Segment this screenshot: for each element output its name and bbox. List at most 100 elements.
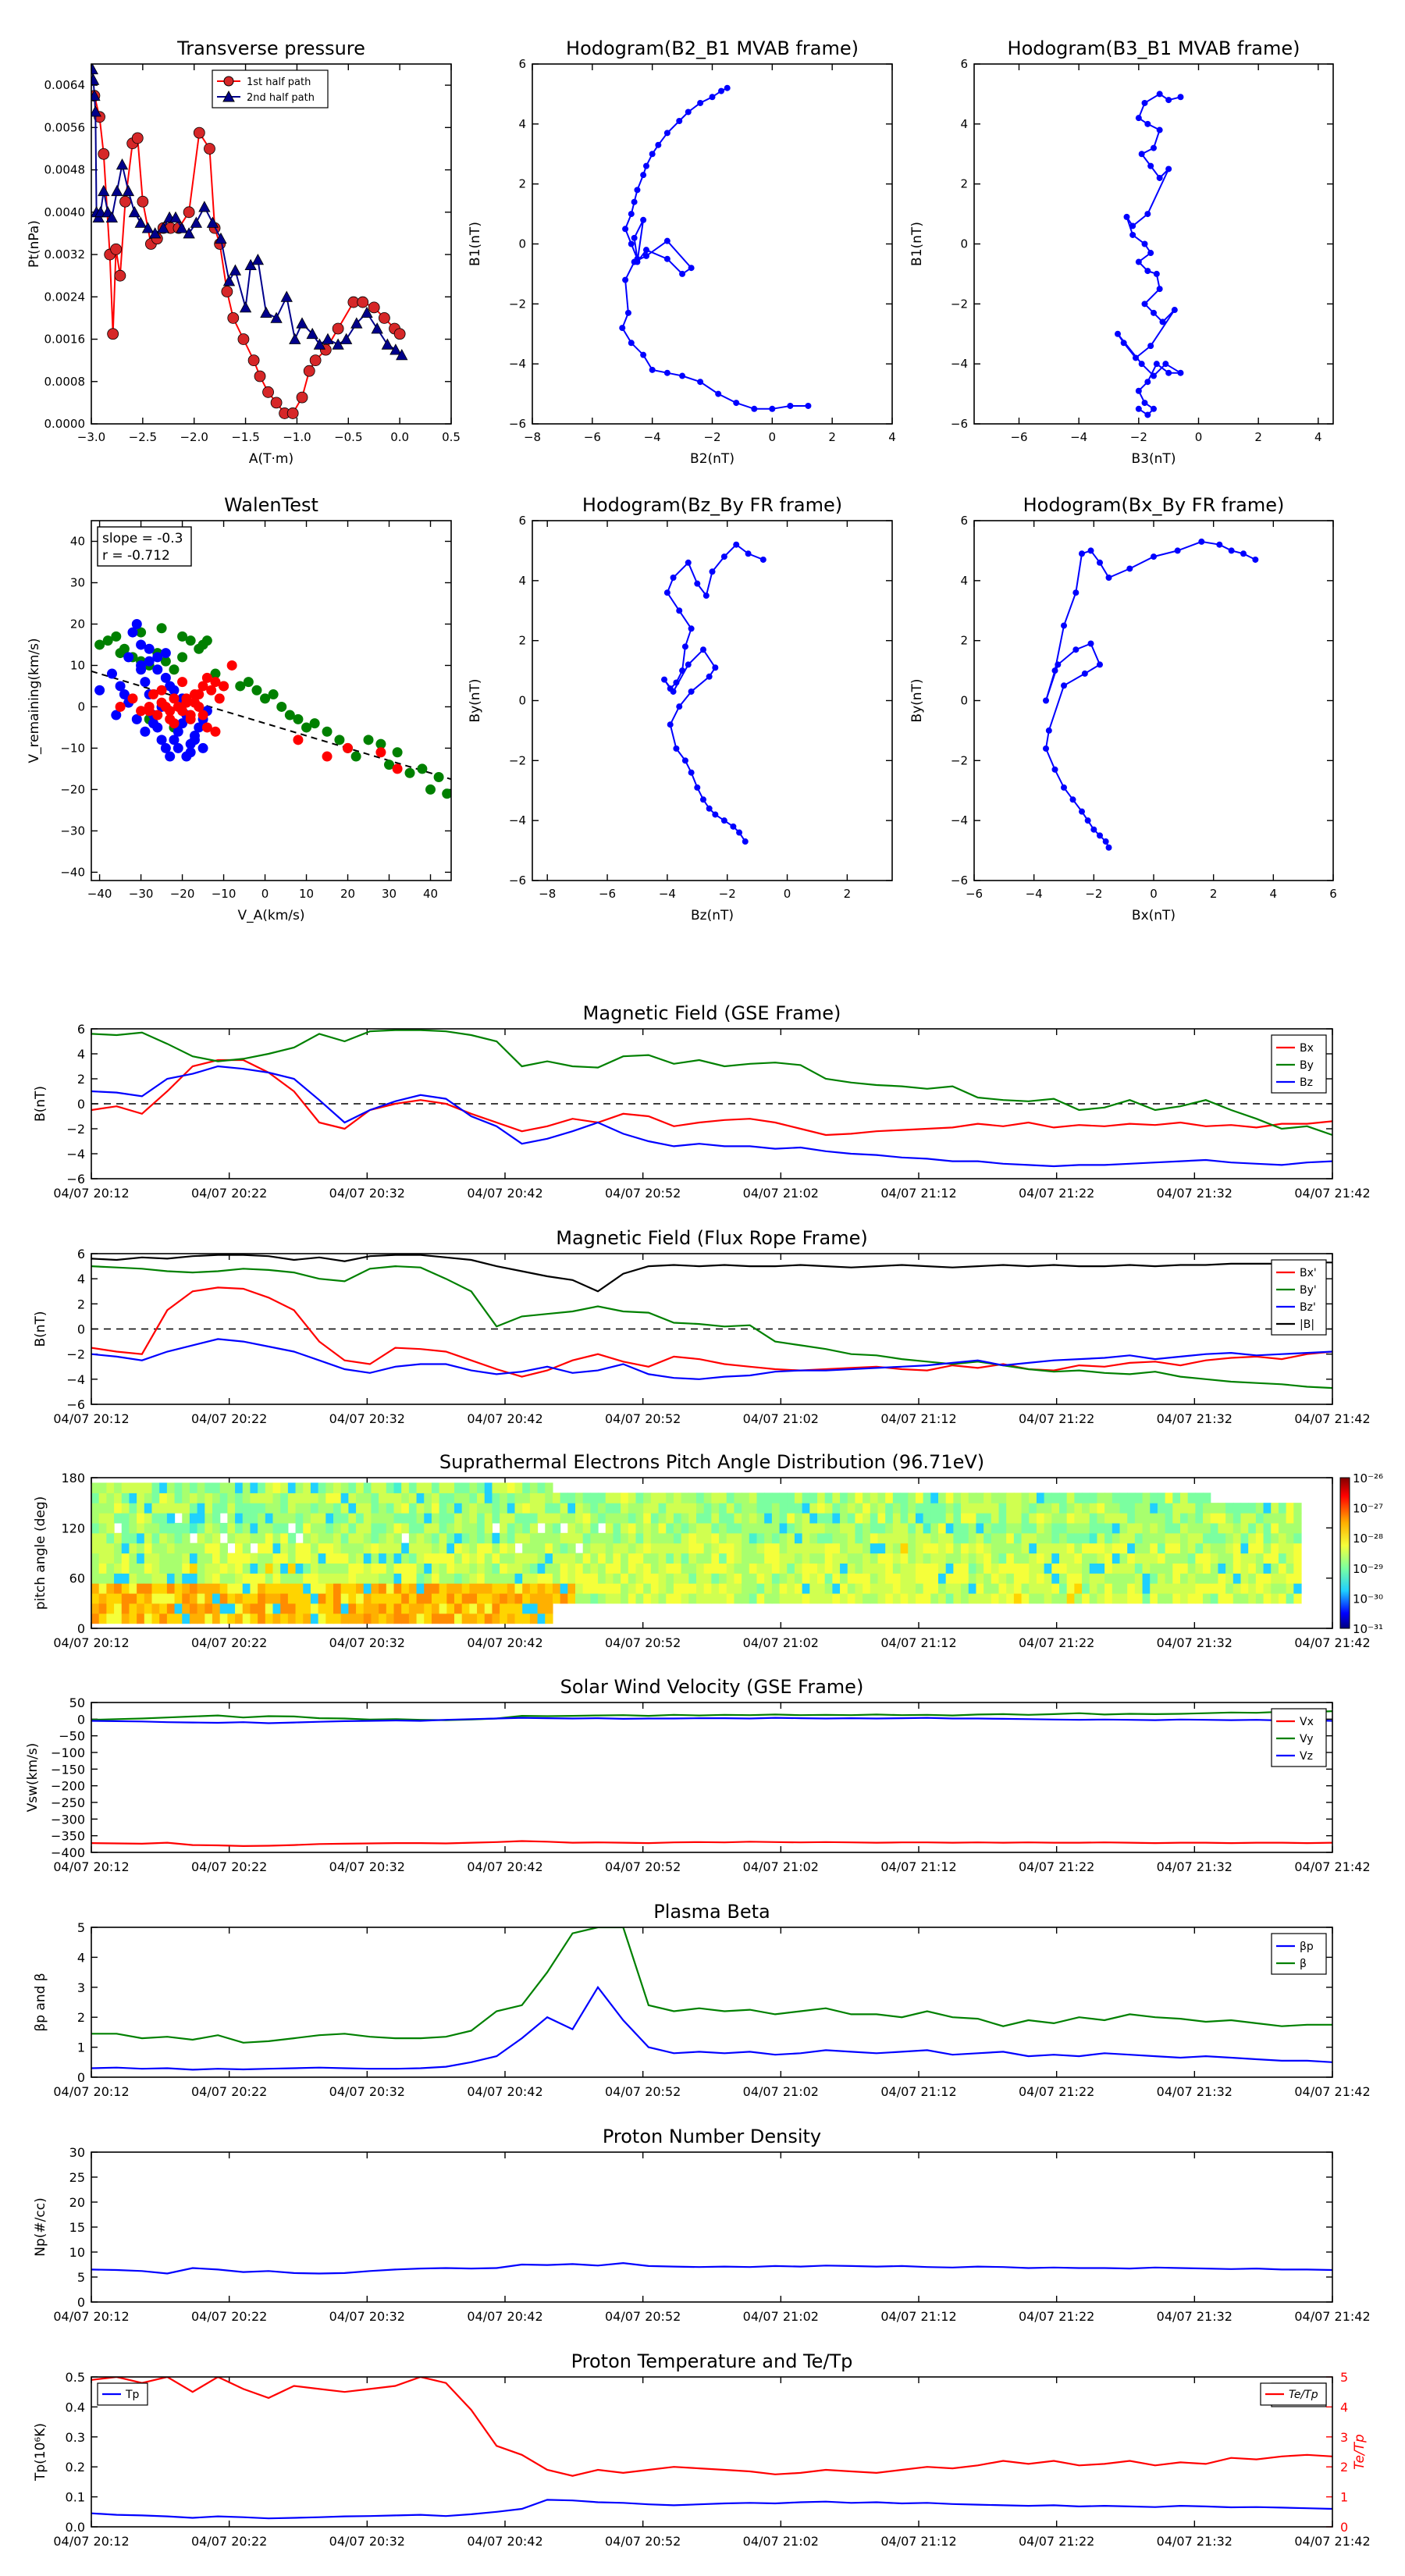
heatmap-cell — [371, 1532, 379, 1544]
heatmap-cell — [1255, 1573, 1264, 1584]
heatmap-cell — [129, 1553, 137, 1564]
heatmap-cell — [295, 1613, 304, 1624]
heatmap-cell — [1127, 1493, 1136, 1503]
heatmap-cell — [779, 1503, 788, 1514]
heatmap-cell — [666, 1513, 674, 1524]
heatmap-cell — [771, 1553, 781, 1564]
heatmap-cell — [1059, 1583, 1068, 1594]
heatmap-cell — [1293, 1522, 1302, 1534]
heatmap-cell — [227, 1573, 236, 1584]
heatmap-cell — [295, 1493, 304, 1503]
time-tick-label: 04/07 20:42 — [467, 1411, 542, 1426]
heatmap-cell — [847, 1553, 856, 1564]
heatmap-cell — [492, 1482, 500, 1493]
heatmap-cell — [91, 1583, 100, 1594]
heatmap-cell — [1142, 1542, 1151, 1554]
heatmap-cell — [461, 1542, 470, 1554]
panel-frame — [91, 1927, 1333, 2078]
heatmap-cell — [129, 1542, 137, 1554]
heatmap-cell — [787, 1553, 795, 1564]
heatmap-cell — [318, 1613, 326, 1624]
heatmap-cell — [567, 1493, 576, 1503]
data-point-blue — [169, 735, 180, 745]
legend-box — [1271, 1933, 1327, 1975]
time-tick-label: 04/07 20:12 — [53, 1859, 129, 1874]
plot-area — [661, 541, 767, 845]
heatmap-cell — [454, 1592, 463, 1604]
heatmap-cell — [1134, 1522, 1144, 1534]
heatmap-cell — [280, 1493, 289, 1503]
heatmap-cell — [779, 1522, 788, 1534]
heatmap-cell — [1278, 1573, 1287, 1584]
time-tick-label: 04/07 20:52 — [605, 1186, 681, 1201]
heatmap-cell — [325, 1493, 334, 1503]
y-tick-label: 2 — [77, 1072, 85, 1087]
heatmap-cell — [424, 1542, 432, 1554]
heatmap-cell — [1218, 1553, 1226, 1564]
heatmap-cell — [514, 1493, 523, 1503]
hodogram-point — [1156, 286, 1163, 293]
heatmap-cell — [492, 1573, 500, 1584]
heatmap-cell — [742, 1522, 750, 1534]
heatmap-cell — [673, 1503, 682, 1514]
heatmap-cell — [1134, 1503, 1144, 1514]
heatmap-cell — [613, 1503, 621, 1514]
heatmap-cell — [431, 1583, 440, 1594]
heatmap-cell — [1225, 1522, 1234, 1534]
heatmap-cell — [1044, 1522, 1052, 1534]
heatmap-cell — [219, 1563, 228, 1574]
data-point-blue — [136, 664, 147, 675]
heatmap-cell — [379, 1563, 387, 1574]
data-marker-circle — [262, 386, 274, 398]
heatmap-cell — [295, 1603, 304, 1614]
heatmap-cell — [824, 1542, 833, 1554]
heatmap-cell — [961, 1563, 969, 1574]
heatmap-cell — [968, 1493, 977, 1503]
heatmap-cell — [1142, 1563, 1151, 1574]
heatmap-cell — [771, 1503, 781, 1514]
heatmap-cell — [787, 1503, 795, 1514]
plot-area — [91, 1029, 1332, 1168]
heatmap-cell — [1006, 1513, 1015, 1524]
heatmap-cell — [182, 1613, 190, 1624]
heatmap-cell — [1104, 1532, 1113, 1544]
time-tick-label: 04/07 21:02 — [743, 1859, 819, 1874]
heatmap-cell — [1013, 1503, 1023, 1514]
heatmap-cell — [863, 1583, 871, 1594]
heatmap-cell — [863, 1503, 871, 1514]
y-tick-label: −200 — [51, 1779, 85, 1794]
heatmap-cell — [189, 1613, 198, 1624]
data-marker-circle — [296, 391, 308, 404]
heatmap-cell — [984, 1573, 992, 1584]
heatmap-cell — [688, 1532, 697, 1544]
heatmap-cell — [1293, 1563, 1302, 1574]
heatmap-cell — [582, 1553, 591, 1564]
heatmap-cell — [371, 1592, 379, 1604]
y-tick-label: 20 — [70, 617, 85, 631]
heatmap-cell — [1232, 1513, 1242, 1524]
heatmap-cell — [371, 1573, 379, 1584]
heatmap-cell — [477, 1603, 486, 1614]
heatmap-cell — [98, 1573, 107, 1584]
heatmap-cell — [371, 1563, 379, 1574]
hodogram-point — [673, 745, 680, 752]
heatmap-cell — [1097, 1542, 1105, 1554]
heatmap-cell — [219, 1553, 228, 1564]
hodogram-point — [679, 372, 686, 379]
heatmap-cell — [1248, 1553, 1257, 1564]
heatmap-cell — [500, 1493, 508, 1503]
heatmap-cell — [605, 1532, 614, 1544]
heatmap-cell — [386, 1513, 395, 1524]
heatmap-cell — [945, 1542, 954, 1554]
heatmap-cell — [1187, 1592, 1196, 1604]
hodogram-point — [733, 400, 740, 407]
heatmap-cell — [1157, 1493, 1166, 1503]
y-tick-label: 4 — [77, 1047, 85, 1062]
data-point-green — [301, 722, 312, 733]
heatmap-cell — [1157, 1592, 1166, 1604]
heatmap-cell — [1210, 1553, 1219, 1564]
heatmap-cell — [219, 1482, 228, 1493]
heatmap-cell — [817, 1493, 826, 1503]
heatmap-cell — [356, 1503, 365, 1514]
heatmap-cell — [635, 1503, 644, 1514]
